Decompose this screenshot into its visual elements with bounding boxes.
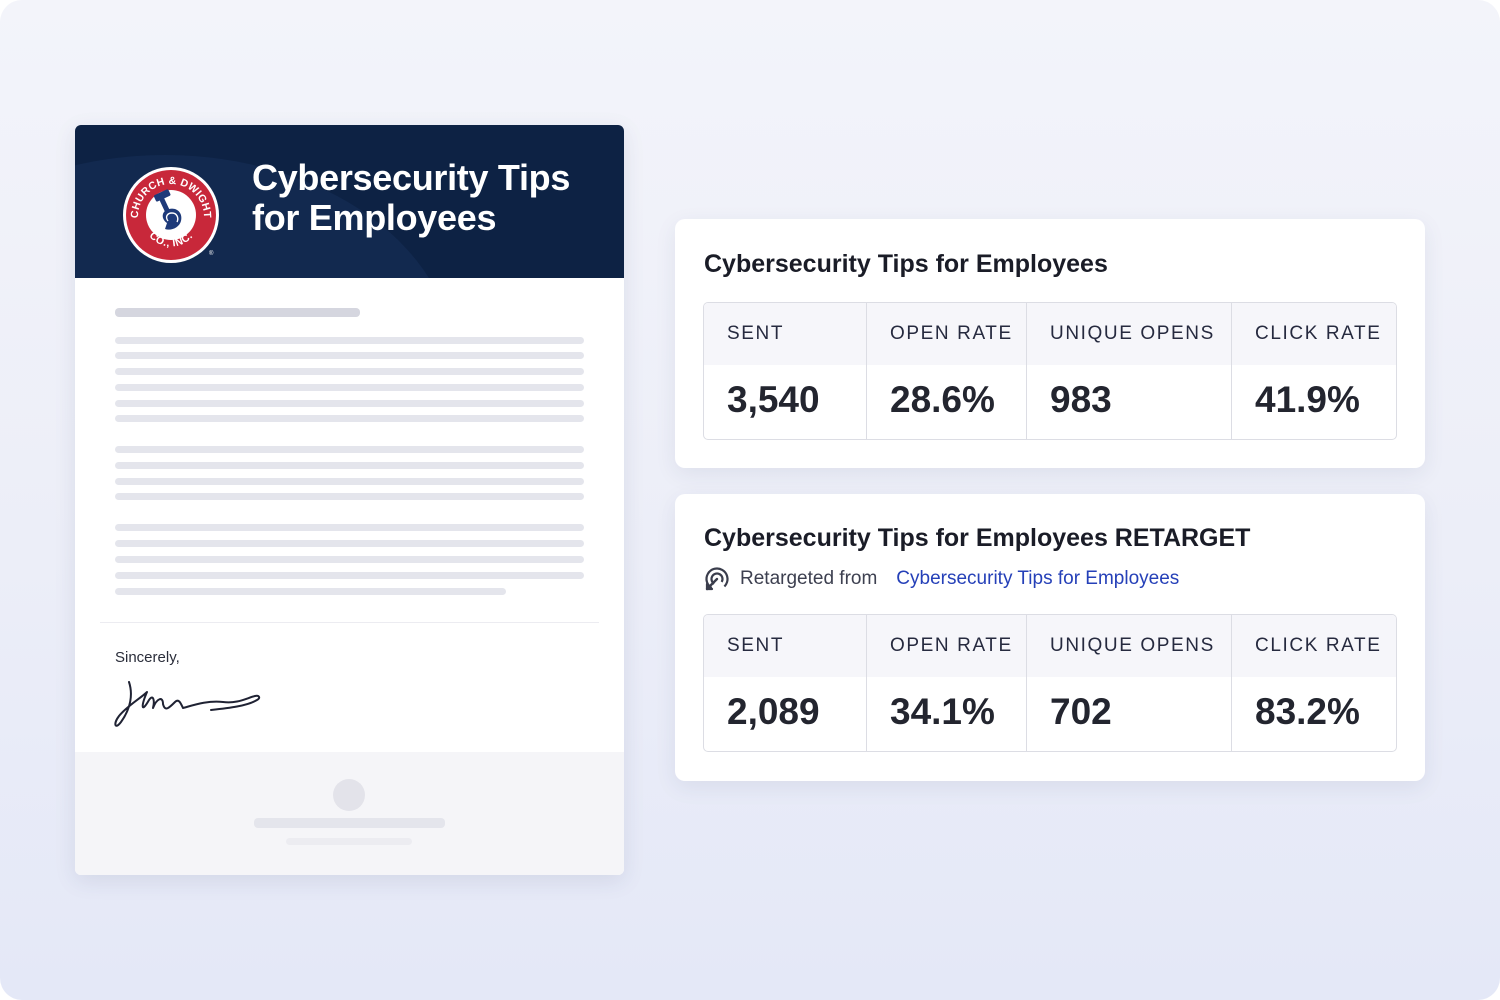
retarget-campaign-stats-card: Cybersecurity Tips for Employees RETARGE…	[675, 494, 1425, 781]
stat-label: CLICK RATE	[1255, 635, 1382, 656]
logo-text-bottom: CO., INC.	[147, 230, 195, 250]
skeleton-line	[115, 493, 584, 500]
skeleton-line	[115, 337, 584, 344]
stat-click-rate: CLICK RATE 83.2%	[1231, 615, 1396, 751]
stat-label: SENT	[727, 635, 785, 656]
footer-skeleton-line	[254, 818, 445, 828]
skeleton-line	[115, 352, 584, 359]
email-title: Cybersecurity Tips for Employees	[252, 157, 571, 238]
footer-skeleton-line	[286, 838, 412, 845]
stat-label: OPEN RATE	[890, 323, 1013, 344]
stat-sent: SENT 3,540	[704, 303, 866, 439]
signature-divider	[100, 622, 599, 623]
closing-text: Sincerely,	[115, 649, 180, 666]
stat-value: 34.1%	[890, 691, 995, 732]
logo-registered-mark: ®	[209, 250, 214, 257]
email-footer	[75, 752, 624, 875]
stat-sent: SENT 2,089	[704, 615, 866, 751]
skeleton-line	[115, 572, 584, 579]
email-preview: CHURCH & DWIGHT CO., INC. ® Cybersecurit…	[75, 125, 624, 875]
skeleton-line	[115, 415, 584, 422]
skeleton-line	[115, 478, 584, 485]
skeleton-line	[115, 384, 584, 391]
stat-value: 28.6%	[890, 379, 995, 420]
stat-click-rate: CLICK RATE 41.9%	[1231, 303, 1396, 439]
signature-icon	[114, 681, 261, 727]
skeleton-line	[115, 400, 584, 407]
stat-unique-opens: UNIQUE OPENS 983	[1026, 303, 1232, 439]
retargeted-from-row: Retargeted from Cybersecurity Tips for E…	[704, 566, 1179, 592]
skeleton-heading	[115, 308, 360, 317]
stat-value: 41.9%	[1255, 379, 1360, 420]
retarget-icon	[705, 567, 729, 591]
stat-label: UNIQUE OPENS	[1050, 323, 1215, 344]
skeleton-line	[115, 556, 584, 563]
stat-label: CLICK RATE	[1255, 323, 1382, 344]
stat-label: SENT	[727, 323, 785, 344]
stats-header-row	[704, 303, 1396, 365]
skeleton-line	[115, 446, 584, 453]
stat-value: 2,089	[727, 691, 820, 732]
skeleton-line	[115, 540, 584, 547]
skeleton-line	[115, 368, 584, 375]
campaign-stats-card: Cybersecurity Tips for Employees SENT 3,…	[675, 219, 1425, 468]
campaign-title: Cybersecurity Tips for Employees RETARGE…	[704, 524, 1251, 552]
stats-header-row	[704, 615, 1396, 677]
stat-unique-opens: UNIQUE OPENS 702	[1026, 615, 1232, 751]
company-logo-icon: CHURCH & DWIGHT CO., INC. ®	[123, 167, 219, 263]
stat-open-rate: OPEN RATE 28.6%	[866, 303, 1027, 439]
footer-avatar-placeholder	[333, 779, 365, 811]
skeleton-line	[115, 524, 584, 531]
stat-open-rate: OPEN RATE 34.1%	[866, 615, 1027, 751]
email-header: CHURCH & DWIGHT CO., INC. ® Cybersecurit…	[75, 125, 624, 278]
stats-table: SENT 3,540 OPEN RATE 28.6% UNIQUE OPENS …	[703, 302, 1397, 440]
stat-value: 983	[1050, 379, 1112, 420]
skeleton-line	[115, 462, 584, 469]
source-campaign-link[interactable]: Cybersecurity Tips for Employees	[896, 568, 1180, 589]
stat-value: 3,540	[727, 379, 820, 420]
stat-value: 83.2%	[1255, 691, 1360, 732]
stats-table: SENT 2,089 OPEN RATE 34.1% UNIQUE OPENS …	[703, 614, 1397, 752]
stat-label: OPEN RATE	[890, 635, 1013, 656]
stat-value: 702	[1050, 691, 1112, 732]
campaign-title: Cybersecurity Tips for Employees	[704, 250, 1108, 278]
retargeted-from-label: Retargeted from	[740, 568, 878, 589]
svg-text:CO., INC.: CO., INC.	[147, 230, 196, 250]
skeleton-line	[115, 588, 506, 595]
stat-label: UNIQUE OPENS	[1050, 635, 1215, 656]
